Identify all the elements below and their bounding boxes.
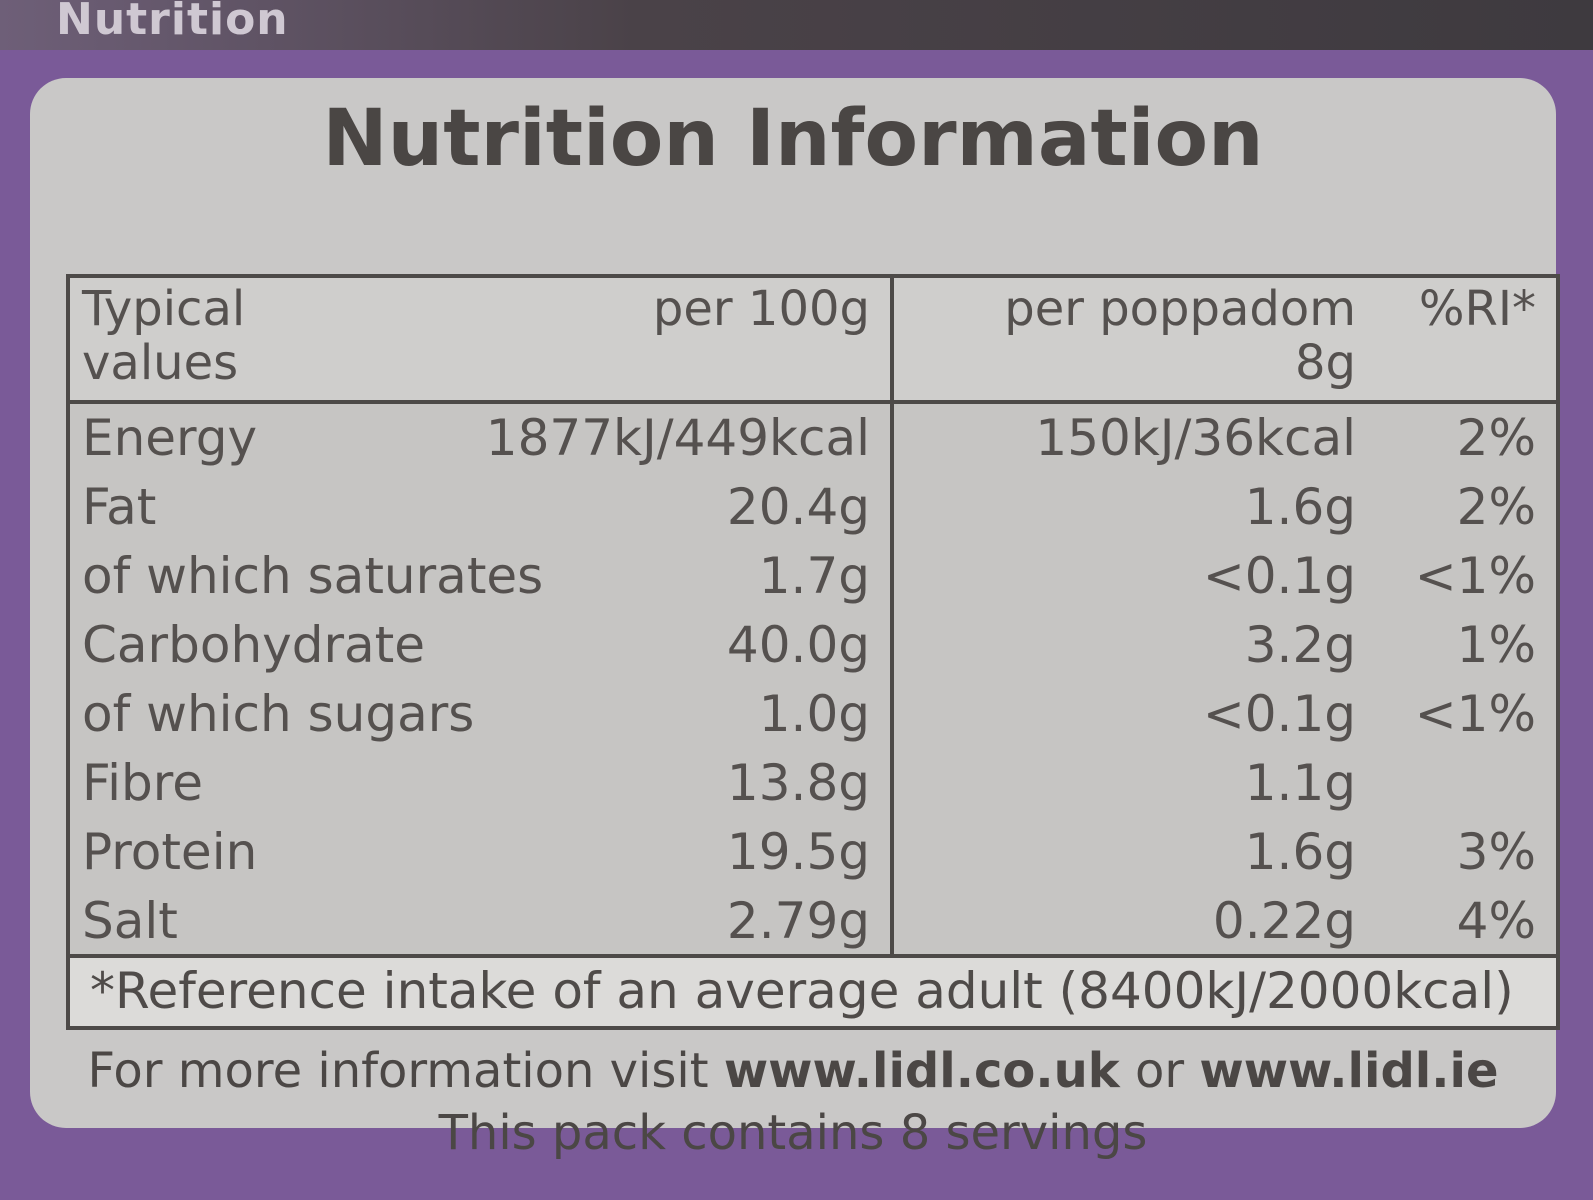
servings-line: This pack contains 8 servings bbox=[438, 1105, 1148, 1161]
row-per-100g: 20.4g bbox=[726, 478, 870, 536]
more-info-prefix: For more information visit bbox=[87, 1043, 724, 1099]
table-body: Energy 1877kJ/449kcal 150kJ/36kcal 2% Fa… bbox=[70, 404, 1556, 954]
link-lidl-ie: www.lidl.ie bbox=[1199, 1043, 1499, 1099]
header-ri: %RI* bbox=[1418, 281, 1536, 337]
header-band-label: Nutrition bbox=[56, 0, 289, 45]
row-ri: 4% bbox=[1456, 892, 1536, 950]
table-header: Typical values per 100g per poppadom 8g … bbox=[70, 278, 1556, 404]
row-name: Carbohydrate bbox=[82, 616, 426, 674]
table-row: Carbohydrate 40.0g 3.2g 1% bbox=[70, 611, 1556, 680]
row-per-serving: 1.6g bbox=[1244, 478, 1356, 536]
row-per-serving: 150kJ/36kcal bbox=[1035, 409, 1356, 467]
header-per-serving-line1: per poppadom bbox=[1004, 281, 1356, 337]
header-band: Nutrition bbox=[0, 0, 1593, 50]
row-name: of which saturates bbox=[82, 547, 544, 605]
column-divider bbox=[890, 278, 894, 954]
row-per-serving: <0.1g bbox=[1202, 685, 1356, 743]
header-typical-line1: Typical bbox=[82, 281, 246, 337]
header-typical: Typical values bbox=[82, 282, 245, 390]
row-per-100g: 13.8g bbox=[726, 754, 870, 812]
footnote-text: *Reference intake of an average adult (8… bbox=[90, 962, 1514, 1020]
row-per-100g: 1.0g bbox=[758, 685, 870, 743]
nutrition-panel: Nutrition Information Typical values per… bbox=[30, 78, 1560, 1161]
row-per-serving: 1.6g bbox=[1244, 823, 1356, 881]
more-info-line: For more information visit www.lidl.co.u… bbox=[30, 1040, 1556, 1102]
header-typical-line2: values bbox=[82, 335, 239, 391]
row-per-100g: 2.79g bbox=[726, 892, 870, 950]
table-row: Salt 2.79g 0.22g 4% bbox=[70, 887, 1556, 956]
row-name: Protein bbox=[82, 823, 258, 881]
row-name: Fibre bbox=[82, 754, 203, 812]
row-name: Salt bbox=[82, 892, 178, 950]
header-per-serving-line2: 8g bbox=[1294, 335, 1356, 391]
more-info-or: or bbox=[1119, 1043, 1200, 1099]
table-row: of which saturates 1.7g <0.1g <1% bbox=[70, 542, 1556, 611]
header-per-serving: per poppadom 8g bbox=[1004, 282, 1356, 390]
header-per-100g: per 100g bbox=[652, 281, 870, 337]
nutrition-table: Typical values per 100g per poppadom 8g … bbox=[66, 274, 1560, 1030]
row-per-serving: 0.22g bbox=[1212, 892, 1356, 950]
table-row: Fibre 13.8g 1.1g bbox=[70, 749, 1556, 818]
row-per-serving: <0.1g bbox=[1202, 547, 1356, 605]
panel-title: Nutrition Information bbox=[322, 94, 1264, 184]
row-ri: 1% bbox=[1456, 616, 1536, 674]
row-name: of which sugars bbox=[82, 685, 475, 743]
more-info: For more information visit www.lidl.co.u… bbox=[30, 1040, 1556, 1164]
row-per-100g: 1877kJ/449kcal bbox=[485, 409, 870, 467]
table-row: Protein 19.5g 1.6g 3% bbox=[70, 818, 1556, 887]
link-lidl-co-uk: www.lidl.co.uk bbox=[723, 1043, 1120, 1099]
row-ri: <1% bbox=[1414, 685, 1536, 743]
reference-intake-footnote: *Reference intake of an average adult (8… bbox=[70, 954, 1556, 1026]
row-ri: 3% bbox=[1456, 823, 1536, 881]
row-ri: <1% bbox=[1414, 547, 1536, 605]
row-per-serving: 1.1g bbox=[1244, 754, 1356, 812]
table-row: Energy 1877kJ/449kcal 150kJ/36kcal 2% bbox=[70, 404, 1556, 473]
row-name: Fat bbox=[82, 478, 157, 536]
row-per-100g: 19.5g bbox=[726, 823, 870, 881]
row-ri: 2% bbox=[1456, 478, 1536, 536]
row-per-100g: 1.7g bbox=[758, 547, 870, 605]
row-per-100g: 40.0g bbox=[726, 616, 870, 674]
row-name: Energy bbox=[82, 409, 258, 467]
row-ri: 2% bbox=[1456, 409, 1536, 467]
table-row: Fat 20.4g 1.6g 2% bbox=[70, 473, 1556, 542]
table-row: of which sugars 1.0g <0.1g <1% bbox=[70, 680, 1556, 749]
row-per-serving: 3.2g bbox=[1244, 616, 1356, 674]
